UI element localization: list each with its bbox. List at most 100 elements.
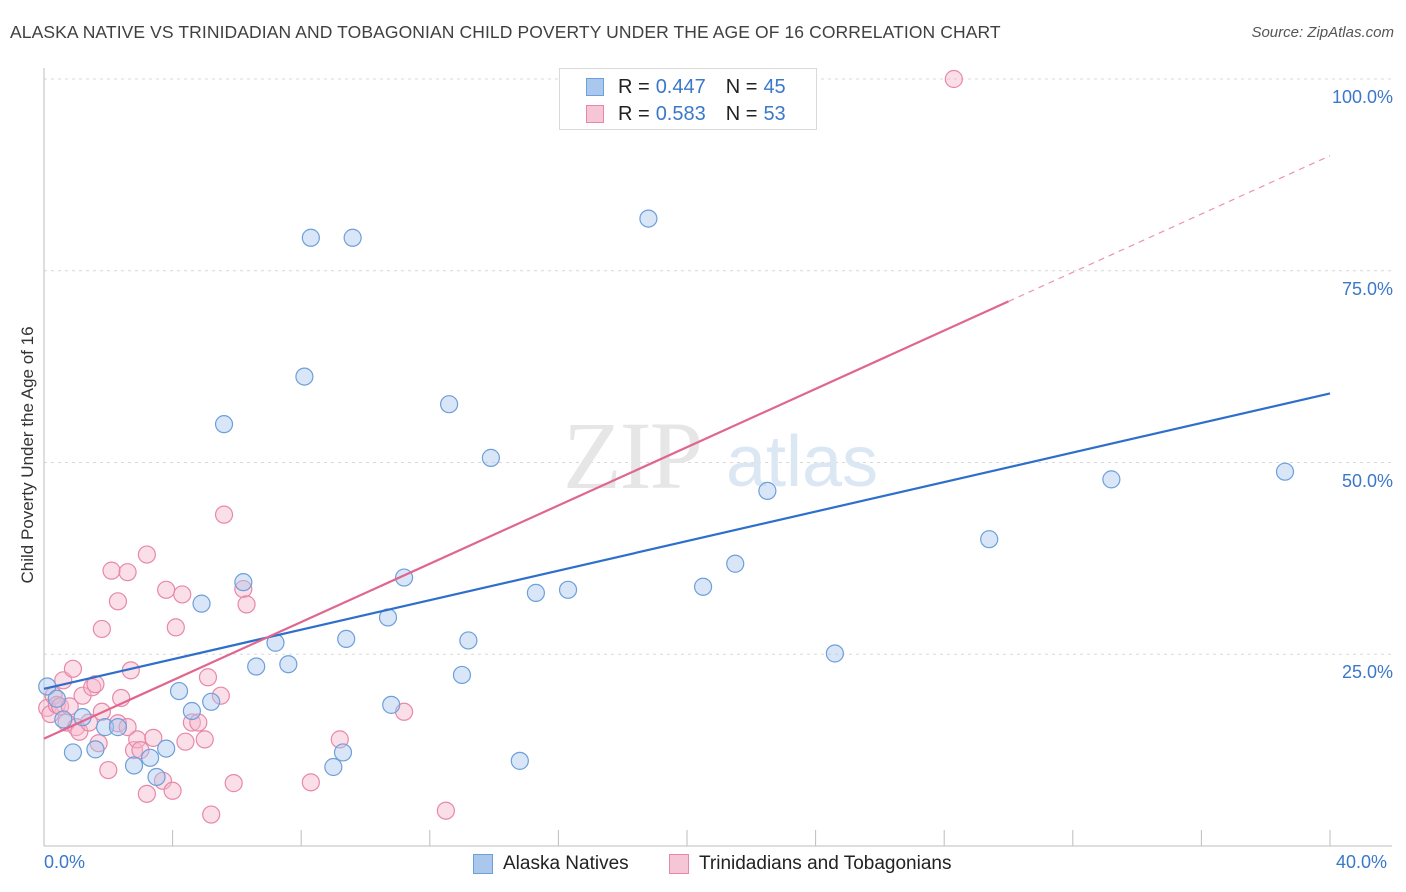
axes — [43, 68, 1392, 847]
trend-lines — [43, 155, 1331, 740]
data-point — [944, 69, 963, 89]
legend-item-trinidadians[interactable]: Trinidadians and Tobagonians — [669, 851, 951, 877]
stats-row-trinidadians: R = 0.583 N = 53 — [586, 102, 786, 126]
data-point — [195, 730, 214, 749]
data-point — [54, 710, 73, 729]
data-point — [147, 767, 166, 787]
data-point — [202, 805, 221, 824]
data-point — [86, 740, 105, 759]
data-point — [247, 657, 266, 676]
data-point — [137, 545, 156, 564]
data-point — [86, 675, 105, 694]
data-point — [157, 580, 176, 599]
data-point — [526, 583, 545, 602]
data-point — [124, 756, 144, 775]
alaska-swatch — [586, 78, 604, 96]
data-point — [825, 644, 844, 663]
data-point — [452, 665, 472, 685]
n-label: N = — [725, 75, 758, 98]
r-label: R = — [618, 75, 650, 98]
data-point — [214, 505, 234, 524]
data-point — [639, 209, 658, 228]
trinidadians-legend-label: Trinidadians and Tobagonians — [699, 853, 952, 874]
data-point — [137, 784, 156, 803]
data-point — [189, 713, 208, 732]
data-point — [140, 748, 160, 767]
data-point — [176, 732, 195, 751]
series-alaska-points — [38, 209, 1295, 787]
data-point — [214, 415, 234, 434]
data-point — [108, 592, 128, 611]
data-point — [163, 781, 182, 800]
n-value: 45 — [763, 75, 786, 98]
data-point — [92, 619, 111, 639]
alaska-legend-swatch — [473, 854, 493, 874]
data-point — [173, 585, 192, 604]
data-point — [99, 760, 118, 780]
data-point — [95, 718, 115, 737]
data-point — [459, 631, 478, 650]
r-value: 0.447 — [655, 75, 706, 98]
data-point — [510, 751, 529, 770]
n-label: N = — [725, 102, 758, 125]
trend-line-alaska — [43, 392, 1331, 690]
data-point — [693, 577, 713, 596]
data-point — [1275, 462, 1295, 481]
stats-row-alaska: R = 0.447 N = 45 — [586, 75, 786, 99]
source-label: Source: ZipAtlas.com — [1251, 24, 1394, 41]
data-point — [102, 561, 121, 580]
data-point — [124, 741, 144, 760]
data-point — [128, 730, 147, 749]
data-point — [234, 573, 253, 592]
data-point — [234, 579, 253, 599]
y-tick-label: 100.0% — [1331, 87, 1393, 107]
data-point — [118, 718, 137, 737]
y-tick-label: 50.0% — [1341, 470, 1393, 491]
data-point — [758, 481, 777, 500]
data-point — [224, 774, 243, 793]
data-point — [63, 743, 83, 762]
data-point — [337, 629, 356, 649]
y-tick-label: 25.0% — [1341, 662, 1393, 683]
alaska-legend-label: Alaska Natives — [503, 853, 629, 874]
data-point — [202, 692, 221, 711]
gridlines — [44, 78, 1392, 655]
data-point — [1102, 470, 1121, 489]
legend-item-alaska[interactable]: Alaska Natives — [473, 851, 629, 877]
data-point — [157, 739, 176, 758]
data-point — [333, 743, 353, 762]
y-tick-label: 75.0% — [1341, 278, 1393, 299]
watermark-atlas: atlas — [726, 422, 878, 502]
r-label: R = — [618, 102, 650, 125]
data-point — [118, 563, 137, 582]
data-point — [211, 686, 230, 705]
watermark-zip: ZIP — [563, 402, 701, 509]
trinidadians-swatch — [586, 105, 604, 123]
data-point — [301, 773, 320, 792]
chart-title: ALASKA NATIVE VS TRINIDADIAN AND TOBAGON… — [10, 22, 1001, 42]
data-point — [436, 801, 455, 820]
data-point — [182, 701, 201, 721]
n-value: 53 — [763, 102, 786, 125]
trend-line-trinidadians-extension — [1008, 155, 1331, 302]
data-point — [131, 741, 150, 760]
data-point — [481, 448, 500, 467]
data-point — [439, 395, 459, 414]
data-point — [301, 228, 320, 247]
x-tick-max: 40.0% — [1336, 852, 1388, 872]
data-point — [198, 668, 218, 687]
data-point — [47, 689, 66, 708]
data-point — [192, 594, 211, 613]
data-point — [324, 757, 343, 777]
trend-line-trinidadians — [43, 300, 1009, 740]
x-tick-min: 0.0% — [44, 852, 86, 872]
data-point — [144, 728, 163, 747]
data-point — [63, 659, 83, 678]
data-point — [343, 228, 362, 247]
data-point — [279, 655, 298, 674]
watermark: ZIP atlas — [563, 402, 878, 509]
data-point — [726, 554, 745, 573]
trinidadians-legend-swatch — [669, 854, 689, 874]
data-point — [169, 681, 189, 701]
